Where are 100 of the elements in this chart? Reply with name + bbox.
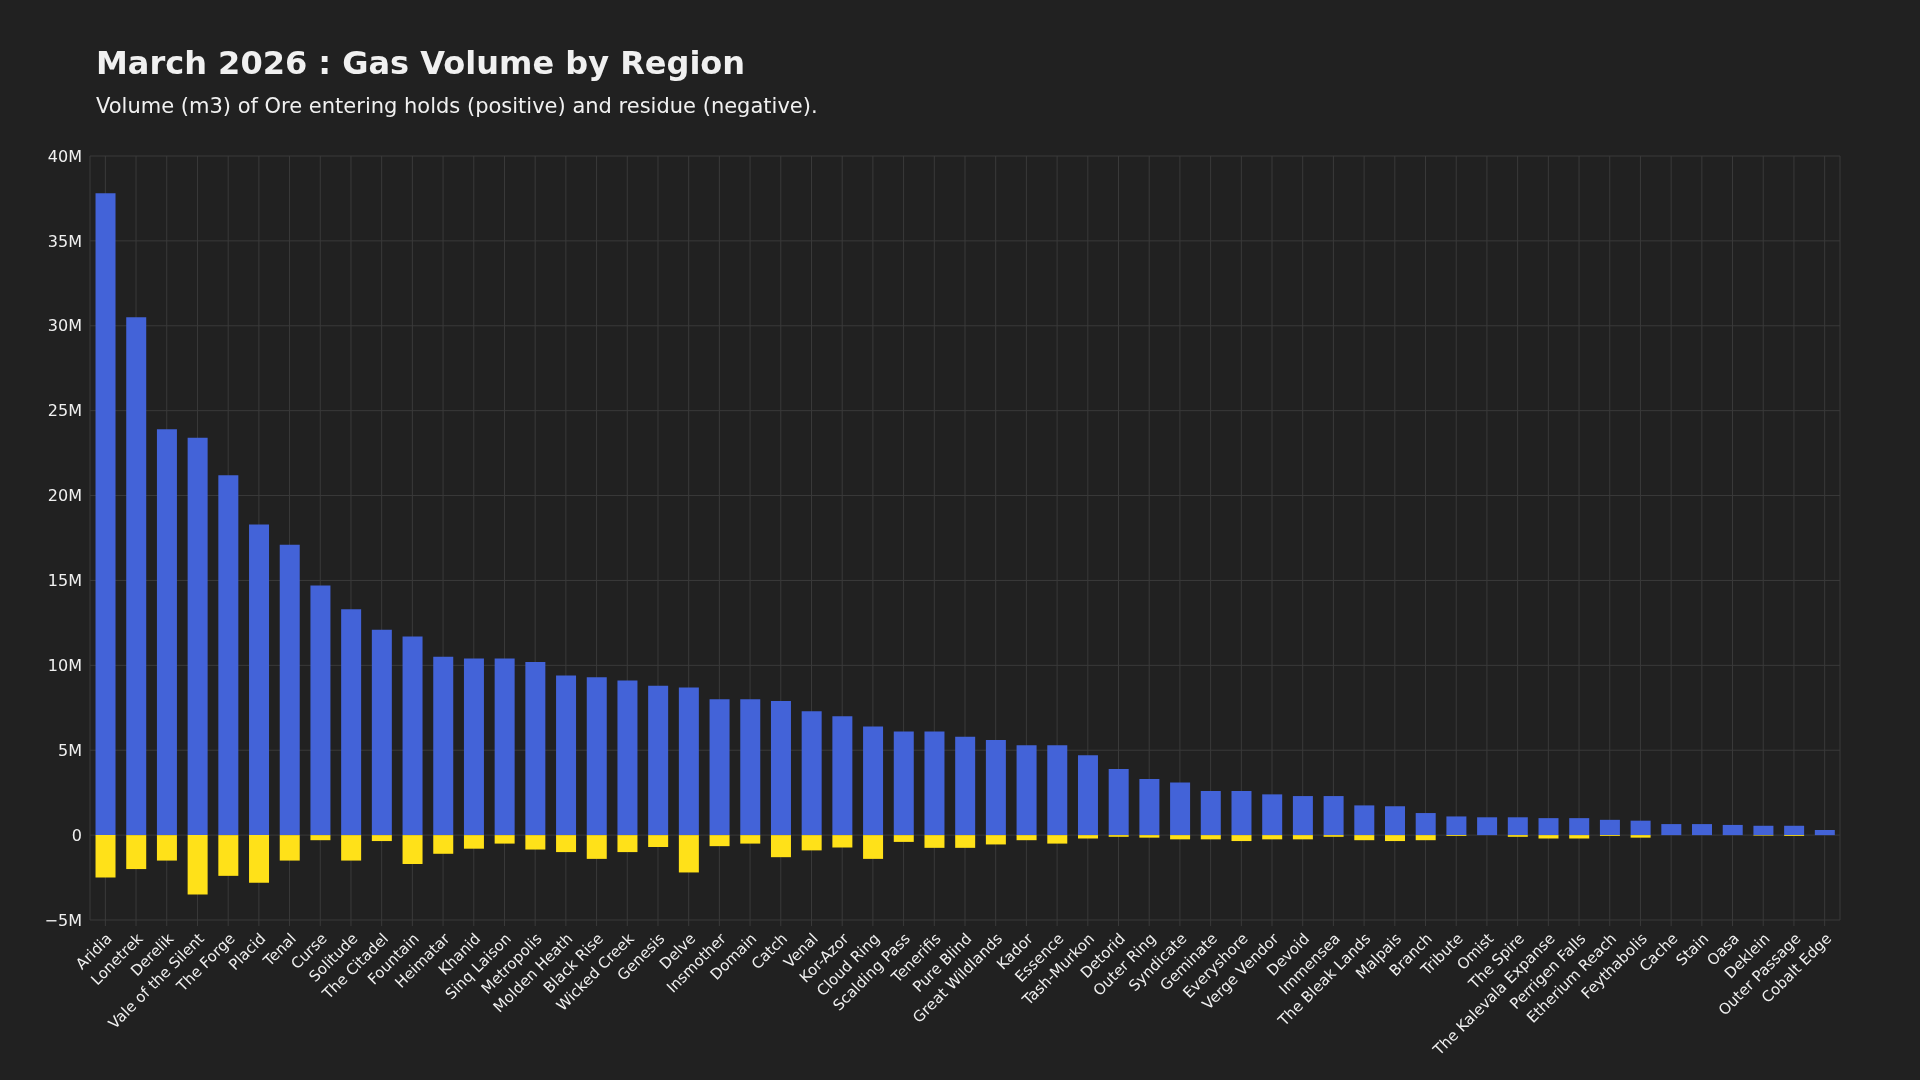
bar	[648, 685, 669, 836]
bar	[1108, 768, 1129, 836]
bar	[678, 687, 699, 836]
bar	[1047, 745, 1068, 836]
bar	[770, 835, 791, 858]
bar	[1170, 782, 1191, 836]
bar	[770, 700, 791, 836]
bar	[1415, 835, 1436, 841]
bar	[1262, 794, 1283, 836]
bar	[1692, 824, 1713, 836]
bar	[801, 711, 822, 836]
bar	[1784, 825, 1805, 836]
bar	[556, 835, 577, 853]
bar	[955, 736, 976, 836]
bar	[156, 835, 177, 861]
bar	[95, 835, 116, 878]
bar	[1292, 835, 1313, 840]
bar	[279, 544, 300, 836]
bar	[985, 835, 1006, 845]
bar	[832, 716, 853, 836]
bar	[463, 835, 484, 849]
bar	[586, 835, 607, 859]
bar	[1415, 813, 1436, 836]
bar	[218, 475, 239, 836]
bar	[371, 629, 392, 836]
bar	[924, 835, 945, 848]
chart-title: March 2026 : Gas Volume by Region	[96, 44, 746, 82]
bar	[1814, 830, 1835, 836]
bar	[1630, 820, 1651, 836]
bar	[341, 835, 362, 861]
bar	[709, 699, 730, 836]
y-tick-label: −5M	[44, 910, 82, 930]
bar	[433, 656, 454, 836]
bar	[617, 680, 638, 836]
bar	[893, 731, 914, 836]
bar	[1385, 835, 1405, 842]
bar	[1262, 835, 1283, 840]
bar	[371, 835, 392, 842]
bar	[1630, 835, 1651, 838]
y-tick-label: 35M	[47, 231, 82, 251]
bar	[955, 835, 976, 848]
bar	[1753, 825, 1774, 836]
chart-subtitle: Volume (m3) of Ore entering holds (positive) and residue (negative).	[96, 94, 818, 118]
bar	[1446, 816, 1467, 836]
bar	[1231, 790, 1252, 836]
bar	[95, 193, 116, 836]
bar	[1016, 745, 1037, 836]
bar	[709, 835, 730, 847]
bar	[586, 677, 607, 836]
bar	[463, 658, 484, 836]
bar	[556, 675, 577, 836]
bar	[1170, 835, 1191, 840]
bar	[1385, 806, 1405, 836]
bar	[126, 835, 147, 870]
bar	[678, 835, 699, 873]
bar	[126, 317, 147, 836]
bar	[924, 731, 945, 836]
bar	[494, 835, 515, 844]
bar	[1047, 835, 1068, 844]
bar	[1200, 790, 1221, 836]
bar	[156, 429, 177, 836]
bar	[1661, 824, 1682, 836]
bar	[249, 524, 270, 836]
bar	[249, 835, 270, 883]
y-tick-label: 15M	[47, 571, 82, 591]
bar	[433, 835, 454, 854]
bar	[341, 609, 362, 836]
bar	[1139, 779, 1160, 836]
bar	[801, 835, 822, 851]
bar	[1292, 796, 1313, 836]
bar	[1569, 818, 1590, 836]
bar	[1323, 796, 1344, 836]
bar	[310, 835, 331, 841]
bar	[863, 835, 884, 859]
y-tick-label: 40M	[47, 146, 82, 166]
bar	[494, 658, 515, 836]
bar	[740, 835, 761, 844]
y-tick-label: 20M	[47, 486, 82, 506]
bar	[1477, 817, 1498, 836]
bar	[617, 835, 638, 853]
bar	[525, 835, 546, 850]
y-tick-label: 0	[71, 825, 82, 845]
bar	[1016, 835, 1037, 841]
bar	[1599, 819, 1620, 836]
bar	[1354, 805, 1375, 836]
bar	[1538, 835, 1559, 839]
bar	[648, 835, 669, 847]
bar	[1538, 818, 1559, 836]
bar	[1139, 835, 1160, 838]
bar	[985, 740, 1006, 836]
bar	[1722, 824, 1743, 836]
bar	[893, 835, 914, 842]
bar	[187, 835, 208, 895]
bar	[1507, 817, 1528, 836]
bar	[1231, 835, 1252, 842]
bar	[1077, 755, 1098, 836]
bar	[1354, 835, 1375, 841]
bar	[525, 661, 546, 836]
bar	[1569, 835, 1590, 839]
y-tick-label: 30M	[47, 316, 82, 336]
